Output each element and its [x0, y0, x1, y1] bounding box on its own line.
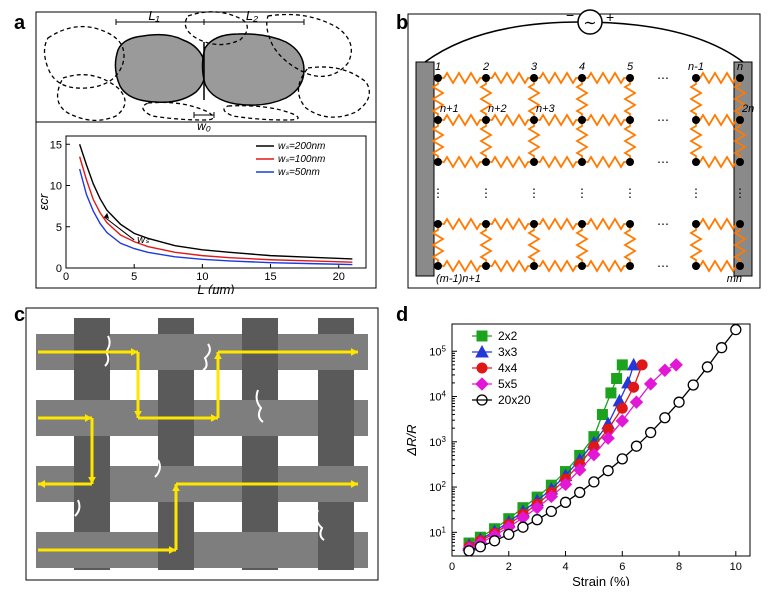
svg-text:6: 6	[619, 561, 625, 573]
panel-b-svg: ∼− + ⋯ ⋯ ⋯ ⋯ ⋯ ⋮ ⋮ ⋮ ⋮ ⋮ ⋮ ⋮ 1 2 3 4 5 n-1 n n+1 n+2 n+3 2n (m-1)…	[390, 8, 766, 294]
panel-a-svg: L₁L₂w₀05101520051015L (μm)εcrwₛ=200nmwₛ=…	[8, 8, 384, 294]
svg-text:wₛ=100nm: wₛ=100nm	[278, 154, 325, 165]
svg-text:∼: ∼	[583, 15, 596, 32]
svg-text:104: 104	[429, 389, 446, 404]
svg-text:⋯: ⋯	[657, 217, 669, 231]
svg-text:wₛ: wₛ	[137, 234, 150, 246]
svg-text:n+1: n+1	[440, 103, 459, 115]
svg-text:0: 0	[56, 263, 62, 275]
svg-text:⋮: ⋮	[432, 186, 444, 200]
svg-text:15: 15	[264, 271, 276, 283]
svg-text:n: n	[737, 61, 743, 73]
svg-text:⋮: ⋮	[528, 186, 540, 200]
panel-d-label: d	[396, 304, 408, 327]
svg-text:wₛ=50nm: wₛ=50nm	[278, 167, 320, 178]
svg-text:2: 2	[506, 561, 512, 573]
svg-text:4: 4	[562, 561, 568, 573]
svg-text:15: 15	[50, 139, 62, 151]
svg-text:4x4: 4x4	[498, 361, 518, 375]
svg-text:L (μm): L (μm)	[197, 282, 234, 294]
svg-text:105: 105	[429, 344, 446, 359]
svg-text:⋮: ⋮	[624, 186, 636, 200]
svg-text:−: −	[566, 8, 574, 23]
panel-a-label: a	[14, 12, 25, 35]
svg-text:10: 10	[730, 561, 742, 573]
svg-text:5: 5	[131, 271, 137, 283]
panel-d: d 0 2 4 6 8 10 101 102 103 104 105 Strain (%) ΔR/R 2x…	[390, 300, 766, 586]
panel-c: c	[8, 300, 384, 586]
svg-text:0: 0	[449, 561, 455, 573]
figure-grid: a L₁L₂w₀05101520051015L (μm)εcrwₛ=200nmw…	[8, 8, 766, 586]
svg-text:3x3: 3x3	[498, 345, 518, 359]
svg-text:5x5: 5x5	[498, 377, 518, 391]
svg-text:εcr: εcr	[36, 193, 51, 210]
svg-text:ΔR/R: ΔR/R	[404, 424, 419, 456]
svg-text:2x2: 2x2	[498, 329, 518, 343]
svg-text:⋮: ⋮	[480, 186, 492, 200]
svg-text:101: 101	[429, 525, 446, 540]
svg-text:5: 5	[56, 222, 62, 234]
svg-text:Strain (%): Strain (%)	[572, 574, 630, 586]
svg-text:wₛ=200nm: wₛ=200nm	[278, 141, 325, 152]
panel-d-svg: 0 2 4 6 8 10 101 102 103 104 105 Strain (%) ΔR/R 2x2 3…	[390, 300, 766, 586]
svg-text:20: 20	[333, 271, 345, 283]
svg-text:0: 0	[63, 271, 69, 283]
svg-text:⋯: ⋯	[657, 259, 669, 273]
svg-text:n+2: n+2	[488, 103, 507, 115]
svg-text:8: 8	[676, 561, 682, 573]
svg-text:w₀: w₀	[197, 119, 211, 133]
svg-text:⋮: ⋮	[690, 186, 702, 200]
panel-a: a L₁L₂w₀05101520051015L (μm)εcrwₛ=200nmw…	[8, 8, 384, 294]
svg-text:⋯: ⋯	[657, 113, 669, 127]
panel-b: b ∼− + ⋯ ⋯ ⋯ ⋯ ⋯ ⋮ ⋮ ⋮ ⋮ ⋮ ⋮ ⋮ 1 2 3 4 5 n-1 n n+1 n+2 n+3 2n (m-…	[390, 8, 766, 294]
svg-text:103: 103	[429, 434, 446, 449]
svg-text:2n: 2n	[741, 103, 754, 115]
svg-text:1: 1	[435, 61, 441, 73]
svg-text:20x20: 20x20	[498, 393, 531, 407]
svg-text:⋯: ⋯	[657, 71, 669, 85]
svg-text:L₁: L₁	[148, 8, 159, 23]
svg-text:n+3: n+3	[536, 103, 556, 115]
panel-c-svg	[8, 300, 384, 586]
svg-text:3: 3	[531, 61, 538, 73]
svg-text:L₂: L₂	[246, 8, 258, 23]
svg-text:4: 4	[579, 61, 585, 73]
panel-c-label: c	[14, 304, 25, 327]
svg-text:mn: mn	[727, 273, 742, 285]
svg-text:⋮: ⋮	[734, 186, 746, 200]
svg-text:⋮: ⋮	[576, 186, 588, 200]
svg-text:⋯: ⋯	[657, 155, 669, 169]
svg-text:5: 5	[627, 61, 634, 73]
svg-text:n-1: n-1	[688, 61, 704, 73]
panel-b-label: b	[396, 12, 408, 35]
svg-text:(m-1)n+1: (m-1)n+1	[436, 273, 481, 285]
svg-text:2: 2	[482, 61, 489, 73]
svg-text:102: 102	[429, 480, 446, 495]
svg-text:+: +	[606, 9, 614, 25]
svg-text:10: 10	[50, 181, 62, 193]
